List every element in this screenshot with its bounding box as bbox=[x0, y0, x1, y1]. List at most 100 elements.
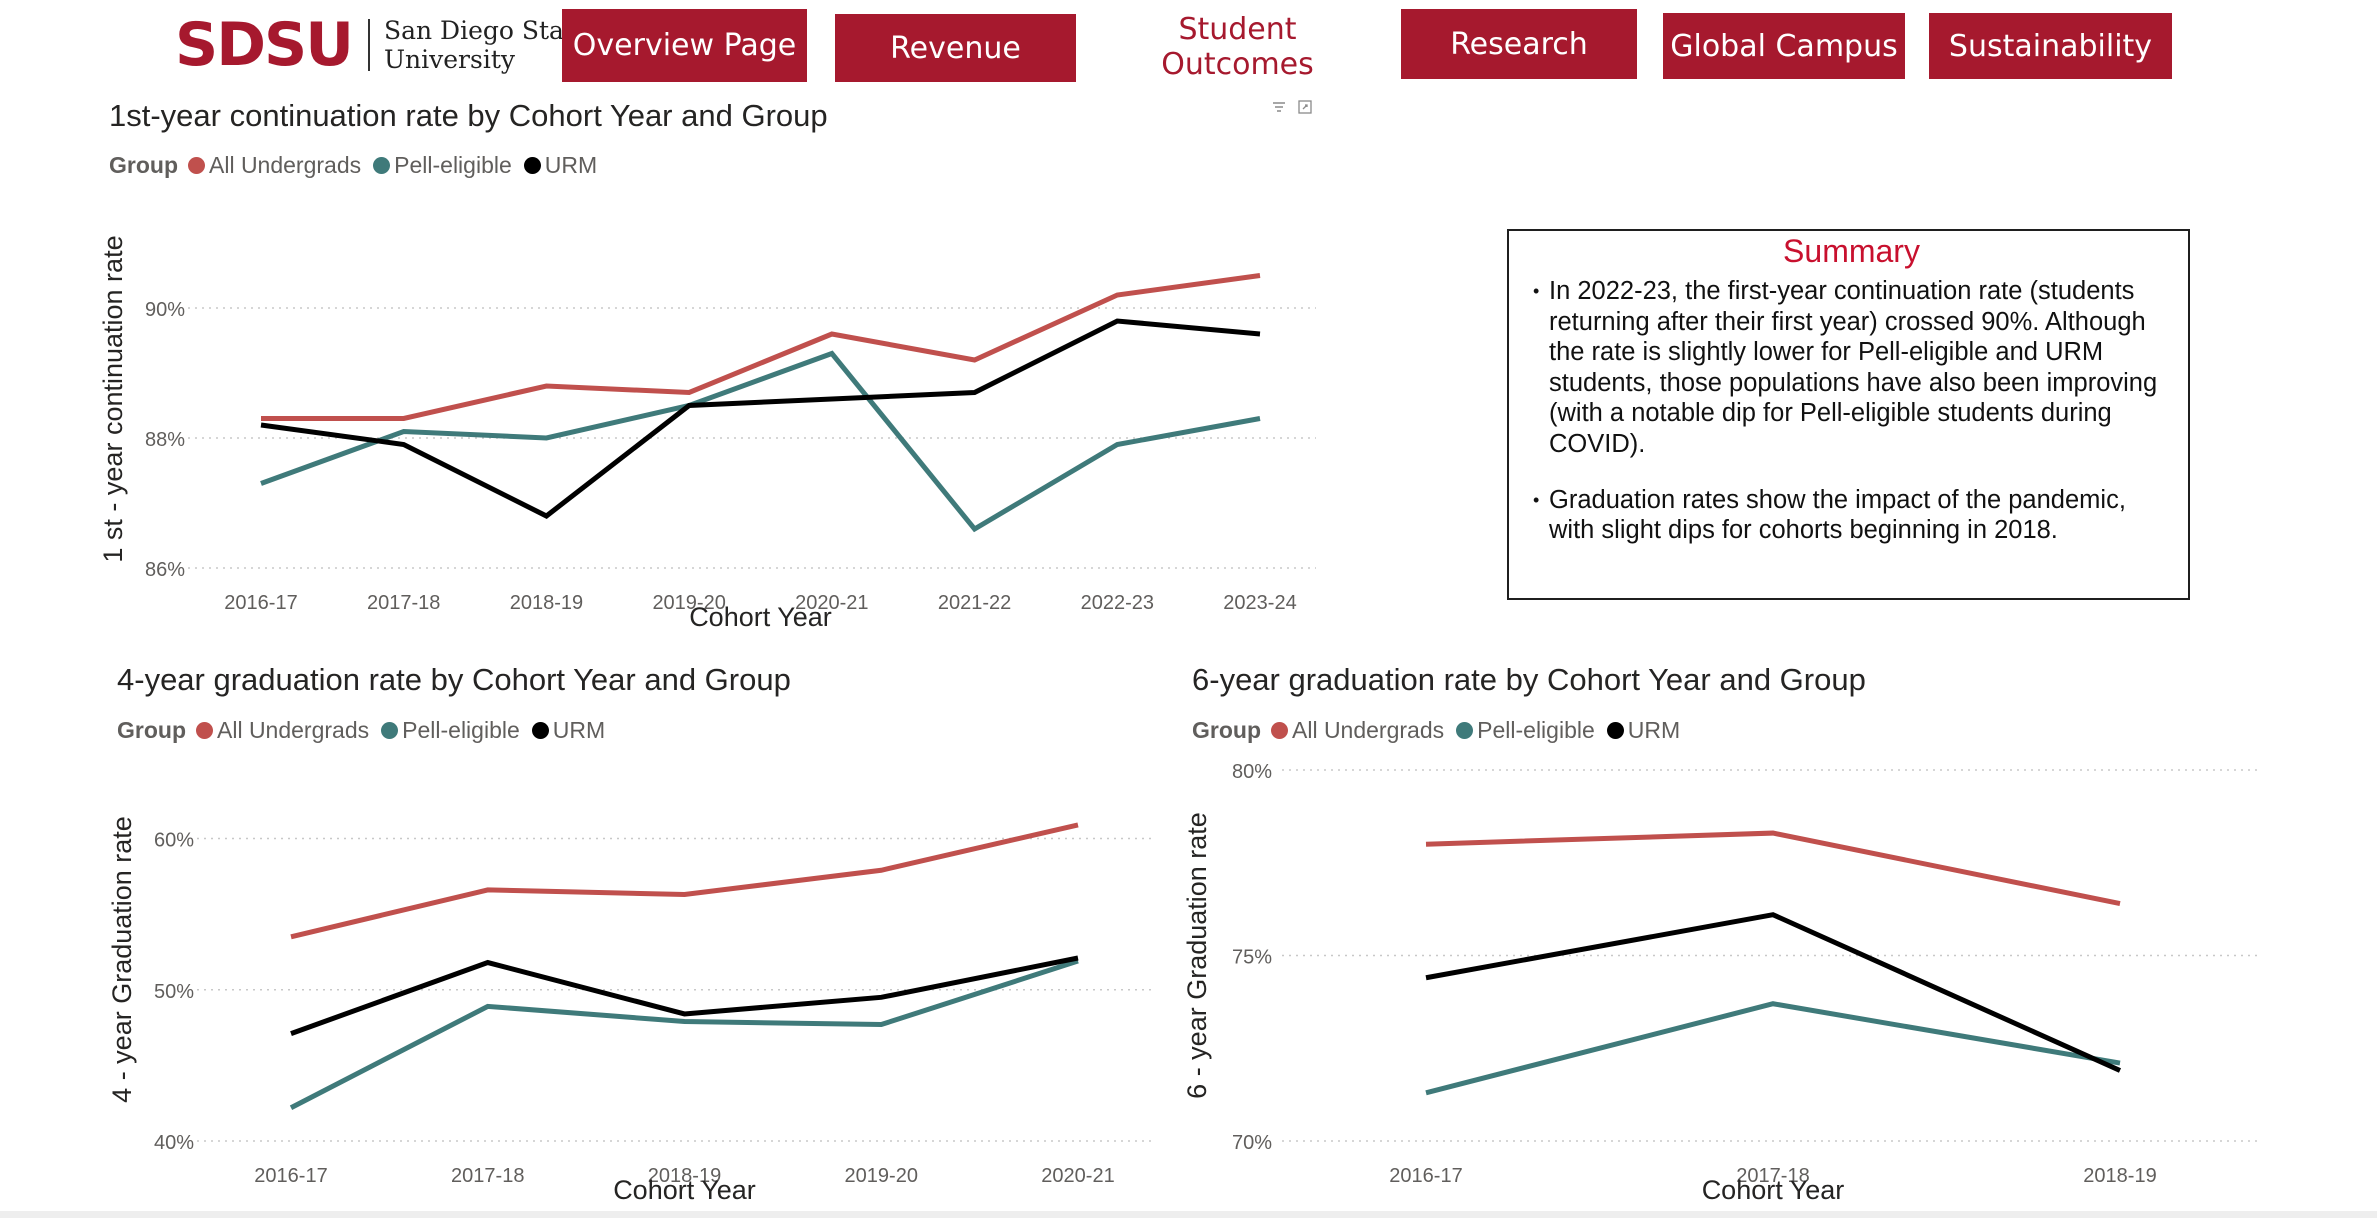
legend-item-pell-eligible[interactable]: Pell-eligible bbox=[381, 717, 520, 744]
series-line-all-undergrads bbox=[290, 822, 1079, 940]
x-tick-label: 2017-18 bbox=[367, 592, 440, 614]
legend-label: All Undergrads bbox=[1292, 717, 1445, 743]
nav-global-campus-label: Global Campus bbox=[1670, 28, 1898, 64]
x-tick-label: 2016-17 bbox=[254, 1165, 327, 1187]
y-axis-label: 6 - year Graduation rate bbox=[1182, 812, 1212, 1099]
nav-global-campus[interactable]: Global Campus bbox=[1663, 13, 1905, 79]
nav-sustainability[interactable]: Sustainability bbox=[1929, 13, 2172, 79]
page-footer-bar bbox=[0, 1211, 2377, 1218]
x-tick-label: 2020-21 bbox=[1041, 1165, 1114, 1187]
series-line-all-undergrads bbox=[1425, 830, 2121, 907]
chart2-legend: Group All Undergrads Pell-eligible URM bbox=[117, 717, 617, 744]
legend-dot bbox=[1271, 722, 1288, 739]
x-tick-label: 2016-17 bbox=[1389, 1165, 1462, 1187]
filter-icon[interactable] bbox=[1272, 100, 1286, 119]
series-line-all-undergrads bbox=[261, 273, 1261, 421]
nav-overview-page-label: Overview Page bbox=[572, 28, 797, 63]
legend-dot bbox=[1456, 722, 1474, 739]
y-tick-label: 40% bbox=[154, 1132, 194, 1154]
chart1-legend: Group All Undergrads Pell-eligible URM bbox=[109, 152, 609, 179]
x-tick-label: 2020-21 bbox=[795, 592, 868, 614]
x-axis-label: Cohort Year bbox=[1702, 1175, 1845, 1205]
logo-line-1: San Diego State bbox=[383, 16, 589, 45]
legend-dot bbox=[196, 722, 213, 739]
nav-revenue[interactable]: Revenue bbox=[835, 14, 1076, 82]
legend-label: Pell-eligible bbox=[402, 717, 520, 743]
nav-sustainability-label: Sustainability bbox=[1948, 28, 2153, 64]
x-tick-label: 2018-19 bbox=[510, 592, 583, 614]
sdsu-logo: SDSU San Diego State University bbox=[175, 14, 589, 76]
legend-item-urm[interactable]: URM bbox=[523, 152, 598, 179]
y-axis-label: 1 st - year continuation rate bbox=[98, 235, 128, 562]
legend-item-urm[interactable]: URM bbox=[1606, 717, 1681, 744]
y-tick-label: 70% bbox=[1232, 1132, 1272, 1154]
legend-dot bbox=[381, 722, 399, 739]
nav-overview-page[interactable]: Overview Page bbox=[562, 9, 807, 82]
legend-label: Pell-eligible bbox=[1477, 717, 1595, 743]
x-tick-label: 2017-18 bbox=[1736, 1165, 1809, 1187]
legend-label: URM bbox=[544, 152, 598, 178]
nav-student-outcomes[interactable]: Student Outcomes bbox=[1103, 9, 1372, 84]
legend-dot bbox=[1606, 722, 1624, 739]
y-tick-label: 90% bbox=[145, 299, 185, 321]
legend-title: Group bbox=[109, 152, 178, 178]
summary-bullet: Graduation rates show the impact of the … bbox=[1533, 485, 2170, 546]
series-line-pell-eligible bbox=[1425, 1001, 2121, 1096]
nav-student-outcomes-label: Student Outcomes bbox=[1103, 9, 1372, 84]
logo-text: San Diego State University bbox=[384, 16, 589, 74]
series-line-pell-eligible bbox=[260, 350, 1261, 533]
nav-revenue-label: Revenue bbox=[890, 30, 1021, 66]
x-tick-label: 2022-23 bbox=[1081, 592, 1154, 614]
chart3-title: 6-year graduation rate by Cohort Year an… bbox=[1192, 662, 1866, 697]
x-tick-label: 2018-19 bbox=[2083, 1165, 2156, 1187]
series-line-urm bbox=[260, 318, 1261, 519]
y-tick-label: 88% bbox=[145, 429, 185, 451]
x-tick-label: 2018-19 bbox=[648, 1165, 721, 1187]
chart1-title: 1st-year continuation rate by Cohort Yea… bbox=[109, 98, 828, 133]
x-tick-label: 2019-20 bbox=[845, 1165, 918, 1187]
summary-title: Summary bbox=[1783, 233, 1920, 269]
legend-label: URM bbox=[552, 717, 606, 743]
x-axis-label: Cohort Year bbox=[689, 602, 832, 632]
y-axis-label: 4 - year Graduation rate bbox=[107, 816, 137, 1103]
legend-dot bbox=[373, 157, 391, 174]
y-tick-label: 50% bbox=[154, 981, 194, 1003]
y-tick-label: 75% bbox=[1232, 947, 1272, 969]
x-tick-label: 2016-17 bbox=[224, 592, 297, 614]
legend-title: Group bbox=[117, 717, 186, 743]
x-axis-label: Cohort Year bbox=[613, 1175, 756, 1205]
legend-item-all-undergrads[interactable]: All Undergrads bbox=[196, 717, 369, 744]
series-line-pell-eligible bbox=[289, 958, 1079, 1110]
x-tick-label: 2017-18 bbox=[451, 1165, 524, 1187]
legend-dot bbox=[531, 722, 549, 739]
legend-title: Group bbox=[1192, 717, 1261, 743]
nav-research[interactable]: Research bbox=[1401, 9, 1637, 79]
legend-dot bbox=[523, 157, 541, 174]
x-tick-label: 2019-20 bbox=[652, 592, 725, 614]
summary-list: In 2022-23, the first-year continuation … bbox=[1533, 276, 2170, 546]
y-tick-label: 80% bbox=[1232, 761, 1272, 783]
y-tick-label: 60% bbox=[154, 830, 194, 852]
summary-bullet: In 2022-23, the first-year continuation … bbox=[1533, 276, 2170, 460]
logo-divider bbox=[367, 19, 370, 71]
logo-line-2: University bbox=[383, 45, 515, 74]
x-tick-label: 2021-22 bbox=[938, 592, 1011, 614]
y-tick-label: 86% bbox=[145, 559, 185, 581]
legend-item-all-undergrads[interactable]: All Undergrads bbox=[1271, 717, 1444, 744]
legend-item-pell-eligible[interactable]: Pell-eligible bbox=[1456, 717, 1595, 744]
summary-box: Summary In 2022-23, the first-year conti… bbox=[1507, 229, 2190, 600]
focus-mode-icon[interactable] bbox=[1298, 100, 1312, 119]
legend-item-urm[interactable]: URM bbox=[531, 717, 606, 744]
chart2-title: 4-year graduation rate by Cohort Year an… bbox=[117, 662, 791, 697]
logo-mark: SDSU bbox=[175, 10, 354, 80]
legend-label: URM bbox=[1627, 717, 1681, 743]
nav-research-label: Research bbox=[1450, 26, 1588, 62]
legend-item-pell-eligible[interactable]: Pell-eligible bbox=[373, 152, 512, 179]
legend-item-all-undergrads[interactable]: All Undergrads bbox=[188, 152, 361, 179]
series-line-urm bbox=[290, 955, 1079, 1036]
legend-label: Pell-eligible bbox=[394, 152, 512, 178]
legend-label: All Undergrads bbox=[217, 717, 370, 743]
visual-header-icons bbox=[1272, 100, 1312, 119]
